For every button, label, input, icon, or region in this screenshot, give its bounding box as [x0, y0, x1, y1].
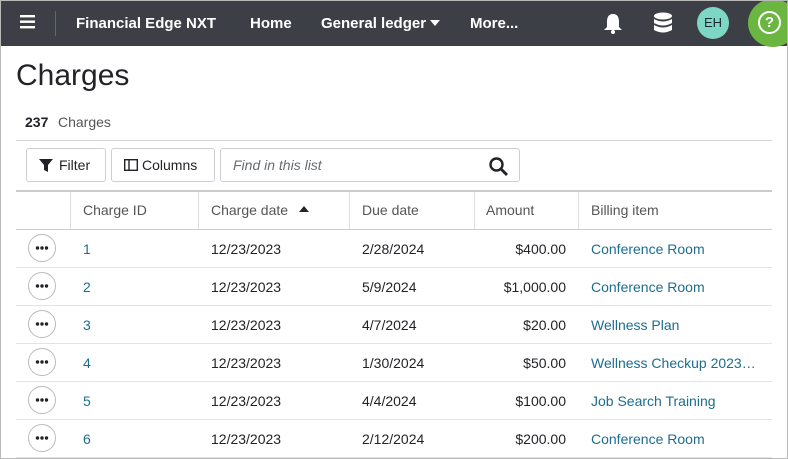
cell: 4/4/2024 — [362, 393, 417, 409]
row-border — [16, 457, 772, 458]
row-border — [16, 381, 772, 382]
separator — [16, 140, 772, 141]
cell: $200.00 — [515, 431, 566, 447]
cell-link[interactable]: 6 — [83, 431, 91, 447]
help-icon[interactable]: ? — [758, 11, 781, 34]
search-icon[interactable] — [489, 157, 508, 176]
column-divider — [474, 192, 475, 229]
nav-link[interactable]: More... — [470, 15, 519, 32]
dropdown-caret — [430, 20, 440, 26]
nav-link[interactable]: Home — [250, 15, 292, 32]
cell-link[interactable]: 2 — [83, 279, 91, 295]
row-border — [16, 267, 772, 268]
menu-icon[interactable] — [20, 15, 36, 29]
column-header[interactable]: Charge date — [211, 202, 289, 218]
cell-link[interactable]: Job Search Training — [591, 393, 716, 409]
ellipsis-icon — [35, 284, 49, 288]
columns-label: Columns — [142, 157, 198, 173]
ellipsis-icon — [35, 436, 49, 440]
row-actions-button[interactable] — [28, 234, 56, 262]
column-header[interactable]: Amount — [486, 202, 535, 218]
cell: $50.00 — [523, 355, 566, 371]
cell-link[interactable]: Conference Room — [591, 431, 705, 447]
cell: 1/30/2024 — [362, 355, 425, 371]
filter-label: Filter — [59, 157, 91, 173]
row-actions-button[interactable] — [28, 310, 56, 338]
nav-link[interactable]: General ledger — [321, 15, 427, 32]
column-divider — [198, 192, 199, 229]
cell-link[interactable]: Wellness Plan — [591, 317, 680, 333]
cell: 12/23/2023 — [211, 393, 282, 409]
cell-link[interactable]: 4 — [83, 355, 91, 371]
column-divider — [70, 192, 71, 229]
divider — [55, 11, 56, 36]
row-border — [16, 419, 772, 420]
cell: 5/9/2024 — [362, 279, 417, 295]
cell: 12/23/2023 — [211, 317, 282, 333]
table-top-border — [16, 190, 772, 192]
help-button[interactable]: ? — [748, 1, 787, 47]
header-border — [16, 229, 772, 230]
nav-bar: Financial Edge NXT Home General ledger M… — [1, 1, 787, 47]
product-name[interactable]: Financial Edge NXT — [76, 15, 217, 32]
column-divider — [578, 192, 579, 229]
column-header[interactable]: Billing item — [591, 202, 659, 218]
cell: 12/23/2023 — [211, 279, 282, 295]
sort-indicator — [299, 206, 309, 212]
cell: 2/12/2024 — [362, 431, 425, 447]
cell-link[interactable]: Wellness Checkup 2023… — [591, 355, 756, 371]
record-count-label: Charges — [58, 114, 111, 130]
row-actions-button[interactable] — [28, 424, 56, 452]
columns-icon — [124, 159, 138, 171]
filter-icon — [39, 159, 53, 172]
bell-icon[interactable] — [603, 13, 623, 34]
cell-link[interactable]: 3 — [83, 317, 91, 333]
cell-link[interactable]: 1 — [83, 241, 91, 257]
cell: $1,000.00 — [503, 279, 566, 295]
row-actions-button[interactable] — [28, 348, 56, 376]
column-header[interactable]: Charge ID — [83, 202, 147, 218]
search-placeholder: Find in this list — [233, 157, 322, 173]
filter-button[interactable]: Filter — [26, 148, 106, 182]
ellipsis-icon — [35, 360, 49, 364]
row-actions-button[interactable] — [28, 272, 56, 300]
ellipsis-icon — [35, 322, 49, 326]
cell: $400.00 — [515, 241, 566, 257]
cell: 12/23/2023 — [211, 355, 282, 371]
avatar[interactable]: EH — [697, 7, 729, 39]
row-actions-button[interactable] — [28, 386, 56, 414]
cell: $100.00 — [515, 393, 566, 409]
row-border — [16, 305, 772, 306]
database-icon[interactable] — [653, 12, 673, 35]
column-header[interactable]: Due date — [362, 202, 419, 218]
cell-link[interactable]: Conference Room — [591, 279, 705, 295]
cell: 12/23/2023 — [211, 431, 282, 447]
column-divider — [349, 192, 350, 229]
cell: 2/28/2024 — [362, 241, 425, 257]
cell: $20.00 — [523, 317, 566, 333]
cell: 12/23/2023 — [211, 241, 282, 257]
columns-button[interactable]: Columns — [111, 148, 215, 182]
record-count: 237 — [25, 114, 49, 130]
row-border — [16, 343, 772, 344]
cell-link[interactable]: 5 — [83, 393, 91, 409]
cell: 4/7/2024 — [362, 317, 417, 333]
cell-link[interactable]: Conference Room — [591, 241, 705, 257]
page-title: Charges — [16, 59, 130, 92]
ellipsis-icon — [35, 246, 49, 250]
search-box[interactable]: Find in this list — [220, 148, 520, 182]
ellipsis-icon — [35, 398, 49, 402]
